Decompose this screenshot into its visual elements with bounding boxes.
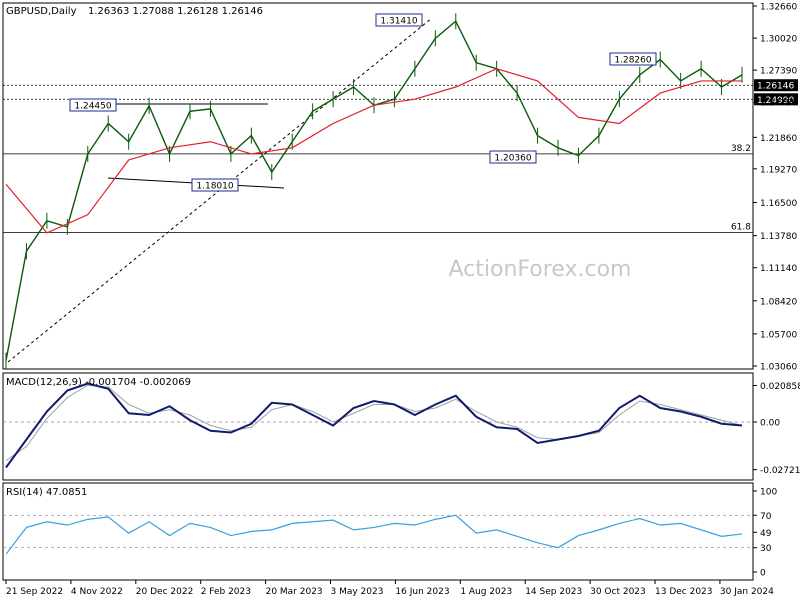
macd-label: MACD(12,26,9) -0.001704 -0.002069 — [6, 377, 191, 388]
ohlc-label: 1.26363 1.27088 1.26128 1.26146 — [88, 6, 263, 17]
price-tick-label: 1.19270 — [760, 165, 797, 175]
level-box-label: 1.31410 — [380, 17, 417, 27]
x-tick-label: 13 Dec 2023 — [655, 587, 713, 597]
fib-label: 38.2 — [731, 144, 751, 154]
level-box-label: 1.20360 — [494, 154, 531, 164]
x-tick-label: 4 Nov 2022 — [71, 587, 123, 597]
macd-tick-label: 0.00 — [760, 419, 780, 429]
price-tick-label: 1.13780 — [760, 232, 797, 242]
rsi-tick-label: 49 — [760, 529, 772, 539]
price-tick-label: 1.24750 — [760, 99, 797, 109]
symbol-label: GBPUSD,Daily — [6, 6, 77, 17]
price-tick-label: 1.32660 — [760, 3, 797, 13]
x-tick-label: 30 Jan 2024 — [720, 587, 774, 597]
level-box — [609, 52, 657, 66]
price-tick-label: 1.08420 — [760, 297, 797, 307]
price-tick-label: 1.11140 — [760, 264, 797, 274]
moving-average-line — [5, 68, 742, 234]
price-tick-label: 1.05700 — [760, 330, 797, 340]
rsi-tick-label: 0 — [760, 569, 766, 579]
macd-line — [5, 382, 743, 469]
x-tick-label: 21 Sep 2022 — [6, 587, 63, 597]
macd-tick-label: -0.027213 — [760, 466, 800, 476]
x-tick-label: 2 Feb 2023 — [201, 587, 251, 597]
rsi-tick-label: 30 — [760, 544, 772, 554]
level-box-label: 1.28260 — [614, 56, 651, 66]
x-tick-label: 20 Dec 2022 — [136, 587, 194, 597]
x-tick-label: 30 Oct 2023 — [590, 587, 646, 597]
x-tick-label: 16 Jun 2023 — [395, 587, 449, 597]
level-box-label: 1.24450 — [74, 102, 111, 112]
price-tag-label: 1.24990 — [757, 96, 794, 106]
price-tick-label: 1.16500 — [760, 199, 797, 209]
rsi-tick-label: 70 — [760, 512, 772, 522]
price-tag-label: 1.26146 — [757, 82, 794, 92]
price-tag — [754, 93, 798, 106]
level-box — [69, 98, 117, 112]
price-tag — [754, 79, 798, 92]
price-tick-label: 1.30020 — [760, 35, 797, 45]
watermark: ActionForex.com — [449, 257, 632, 282]
level-box — [489, 150, 537, 164]
level-box — [375, 13, 423, 27]
macd-tick-label: 0.020858 — [760, 382, 800, 392]
x-tick-label: 20 Mar 2023 — [266, 587, 323, 597]
fib-label: 61.8 — [731, 222, 751, 232]
x-tick-label: 14 Sep 2023 — [525, 587, 582, 597]
price-tick-label: 1.27390 — [760, 67, 797, 77]
macd-panel — [2, 372, 754, 481]
x-tick-label: 3 May 2023 — [331, 587, 384, 597]
rsi-label: RSI(14) 47.0851 — [6, 487, 87, 498]
level-box-label: 1.18010 — [196, 182, 233, 192]
price-tick-label: 1.03060 — [760, 363, 797, 373]
rsi-line — [5, 514, 743, 555]
macd-signal-line — [5, 384, 743, 461]
rsi-tick-label: 100 — [760, 488, 777, 498]
rsi-panel — [2, 482, 754, 581]
price-tick-label: 1.21860 — [760, 134, 797, 144]
x-tick-label: 1 Aug 2023 — [460, 587, 512, 597]
level-box — [191, 178, 239, 192]
